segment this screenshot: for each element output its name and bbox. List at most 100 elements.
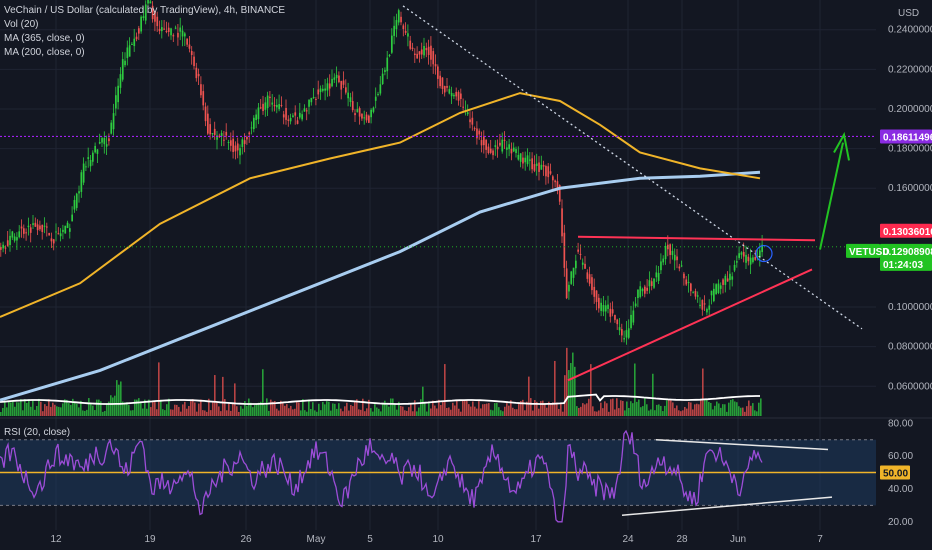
candle-body: [501, 139, 504, 152]
volume-bar: [224, 399, 226, 416]
candle-body: [25, 232, 27, 234]
price-tick-label: 0.16000000: [888, 183, 932, 194]
volume-bar: [122, 401, 124, 416]
candle-body: [747, 256, 750, 262]
candle-body: [32, 223, 34, 225]
candle-body: [0, 246, 2, 250]
candle-body: [634, 303, 637, 307]
candle-body: [80, 172, 83, 192]
candle-body: [195, 67, 198, 79]
volume-bar: [620, 400, 622, 416]
volume-bar: [324, 404, 326, 416]
candle-body: [579, 253, 582, 255]
volume-bar: [638, 399, 640, 416]
candle-body: [319, 88, 322, 92]
volume-bar: [300, 410, 302, 416]
volume-bar: [174, 404, 176, 416]
volume-bar: [702, 368, 704, 416]
volume-bar: [258, 402, 260, 416]
volume-bar: [288, 408, 290, 416]
candle-body: [296, 120, 299, 124]
candle-body: [236, 143, 239, 151]
volume-bar: [532, 410, 534, 416]
price-tick-label: 0.18000000: [888, 144, 932, 155]
candle-body: [158, 28, 161, 32]
volume-bar: [14, 406, 16, 416]
countdown-tag: 01:24:03: [883, 260, 923, 271]
candle-body: [430, 45, 432, 60]
candle-body: [377, 93, 379, 95]
volume-bar: [390, 398, 392, 416]
candle-body: [167, 27, 170, 32]
candle-body: [742, 251, 745, 257]
candle-body: [496, 146, 499, 150]
candle-body: [103, 137, 106, 145]
volume-bar: [516, 409, 518, 416]
volume-bar: [140, 401, 142, 416]
volume-bar: [468, 404, 470, 416]
candle-body: [156, 16, 159, 27]
candle-body: [515, 149, 517, 154]
volume-bar: [184, 401, 186, 416]
rsi-lower-trendline: [621, 496, 833, 516]
legend-volume: Vol (20): [4, 19, 39, 30]
candle-body: [71, 214, 73, 222]
volume-bar: [466, 400, 468, 416]
volume-bar: [760, 398, 762, 416]
volume-bar: [262, 369, 264, 416]
volume-bar: [316, 411, 318, 416]
volume-bar: [0, 411, 2, 416]
volume-bar: [394, 403, 396, 416]
candle-body: [462, 106, 464, 108]
volume-bar: [606, 403, 608, 416]
volume-bar: [584, 404, 586, 416]
time-tick-label: 26: [240, 534, 252, 545]
volume-bar: [628, 407, 630, 416]
candle-body: [602, 305, 605, 312]
volume-bar: [616, 398, 618, 416]
time-tick-label: 5: [367, 534, 373, 545]
volume-bar: [226, 410, 228, 416]
candle-body: [108, 138, 110, 142]
candle-body: [733, 264, 736, 271]
volume-bar: [710, 402, 712, 416]
volume-bar: [438, 399, 440, 416]
candle-body: [400, 16, 402, 23]
candle-body: [133, 38, 136, 47]
volume-bar: [218, 406, 220, 416]
candle-body: [121, 59, 124, 80]
candle-body: [73, 200, 76, 210]
candle-body: [46, 226, 48, 228]
volume-bar: [372, 411, 374, 416]
candle-body: [174, 27, 177, 29]
volume-bar: [572, 352, 574, 416]
candle-body: [36, 224, 39, 231]
volume-bar: [214, 375, 216, 416]
volume-bar: [266, 398, 268, 416]
volume-bar: [320, 410, 322, 416]
volume-bar: [90, 403, 92, 416]
candle-body: [736, 261, 738, 263]
volume-bar: [504, 406, 506, 416]
volume-bar: [58, 406, 60, 416]
volume-bar: [26, 402, 28, 416]
volume-bar: [560, 404, 562, 416]
candle-body: [331, 78, 333, 87]
candle-body: [384, 70, 386, 72]
volume-bar: [264, 405, 266, 416]
volume-bar: [290, 405, 292, 416]
volume-bar: [36, 406, 38, 416]
candle-body: [522, 157, 524, 164]
candle-body: [724, 275, 727, 285]
volume-bar: [52, 402, 54, 416]
volume-bar: [80, 400, 82, 416]
rsi-upper-trendline: [655, 438, 829, 451]
volume-bar: [596, 411, 598, 416]
volume-bar: [478, 401, 480, 416]
candle-body: [664, 245, 667, 260]
candle-body: [740, 252, 743, 255]
candle-body: [303, 108, 306, 112]
candle-body: [427, 46, 430, 55]
volume-bar: [278, 410, 280, 416]
